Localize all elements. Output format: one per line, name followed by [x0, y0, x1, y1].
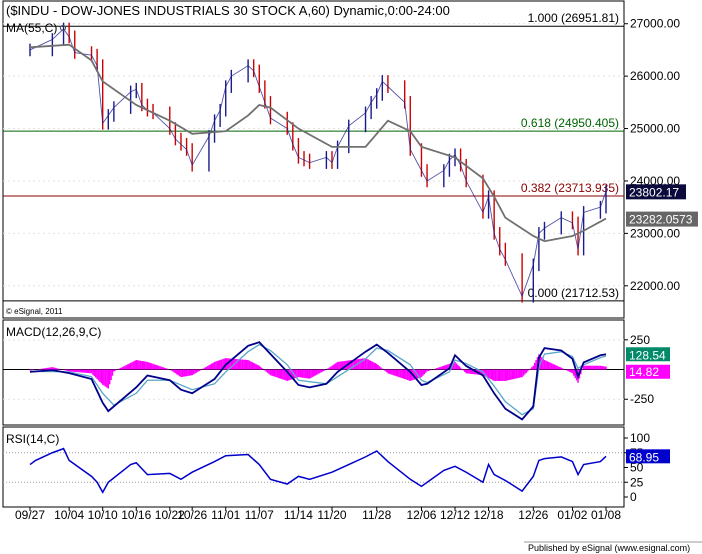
macd-panel-frame[interactable] — [2, 319, 625, 426]
x-tick-label: 11/07 — [245, 508, 274, 522]
price-line — [29, 28, 607, 298]
last-rsi-badge — [626, 449, 670, 464]
price-tick-label: 22000.00 — [630, 279, 680, 293]
macd-y-axis: 250 -250 128.54 14.82 — [624, 333, 670, 406]
fib-levels: 1.000 (26951.81) 0.618 (24950.405) 0.382 (… — [3, 11, 624, 302]
last-price-badge — [626, 184, 686, 200]
ma-label: MA(55,C) — [6, 21, 57, 35]
x-tick-label: 01/08 — [591, 508, 621, 522]
x-tick-label: 10/04 — [54, 508, 84, 522]
ma-series — [29, 43, 607, 243]
last-macd-badge — [626, 347, 670, 362]
fib-level-label: 0.382 (23713.935) — [521, 181, 619, 195]
x-tick-label: 09/27 — [15, 508, 45, 522]
macd-series — [29, 341, 607, 421]
x-tick-label: 11/20 — [317, 508, 346, 522]
x-tick-label: 12/18 — [474, 508, 504, 522]
last-hist-badge — [626, 364, 670, 379]
x-tick-label: 10/26 — [177, 508, 207, 522]
rsi-tick-label: 0 — [630, 490, 637, 504]
ma-line — [29, 43, 607, 243]
last-rsi-value: 68.95 — [629, 450, 659, 464]
rsi-series — [29, 447, 607, 494]
price-tick-label: 23000.00 — [630, 226, 680, 240]
last-macd-value: 128.54 — [629, 348, 666, 362]
rsi-tick-label: 25 — [630, 475, 644, 489]
last-price-value: 23802.17 — [629, 185, 679, 199]
macd-title: MACD(12,26,9,C) — [6, 325, 101, 339]
x-tick-label: 12/12 — [440, 508, 470, 522]
x-tick-label: 12/06 — [406, 508, 436, 522]
x-tick-label: 11/28 — [362, 508, 391, 522]
rsi-y-axis: 100755025068.95 — [624, 431, 670, 504]
macd-tick-label: -250 — [630, 392, 654, 406]
last-ma-value: 23282.0573 — [629, 213, 693, 227]
rsi-line — [29, 447, 607, 494]
price-tick-label: 27000.00 — [630, 17, 680, 31]
x-tick-label: 11/01 — [211, 508, 240, 522]
x-tick-label: 11/14 — [284, 508, 313, 522]
x-tick-label: 10/10 — [88, 508, 118, 522]
price-tick-label: 26000.00 — [630, 69, 680, 83]
footer-box — [524, 542, 702, 554]
price-panel-frame[interactable] — [2, 0, 625, 319]
x-tick-label: 12/26 — [518, 508, 548, 522]
price-grid — [3, 23, 624, 287]
rsi-tick-label: 50 — [630, 461, 644, 475]
last-ma-badge — [626, 211, 698, 227]
esignal-watermark: © eSignal, 2011 — [6, 307, 63, 316]
x-tick-label: 10/16 — [121, 508, 151, 522]
x-tick-label: 01/02 — [557, 508, 587, 522]
footer-published[interactable]: Published by eSignal (www.esignal.com) — [528, 543, 690, 553]
fib-level-label: 0.618 (24950.405) — [521, 116, 619, 130]
rsi-tick-label: 100 — [630, 431, 650, 445]
ma-settings-icon[interactable] — [59, 24, 67, 32]
macd-tick-label: 250 — [630, 333, 650, 347]
macd-line — [29, 341, 607, 421]
fib-level-label: 0.000 (21712.53) — [528, 286, 619, 300]
price-y-axis: 22000.0023000.0024000.0025000.0026000.00… — [624, 17, 698, 293]
price-tick-label: 25000.00 — [630, 122, 680, 136]
rsi-title: RSI(14,C) — [6, 432, 59, 446]
chart-title: ($INDU - DOW-JONES INDUSTRIALS 30 STOCK … — [6, 3, 450, 18]
fib-level-label: 1.000 (26951.81) — [528, 11, 619, 25]
last-hist-value: 14.82 — [629, 365, 659, 379]
x-tick-label: 10/22 — [155, 508, 185, 522]
price-series — [29, 22, 607, 303]
